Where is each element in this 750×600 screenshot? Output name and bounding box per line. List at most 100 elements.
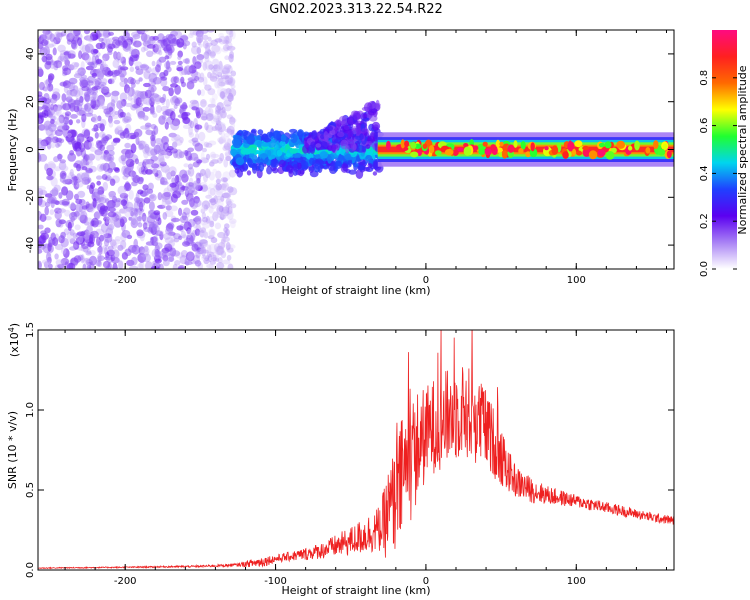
- spectrogram-cell: [218, 60, 223, 71]
- spectrogram-cell: [70, 39, 77, 49]
- spectrogram-cell: [38, 188, 44, 197]
- spectrogram-cell: [111, 90, 120, 97]
- spectrogram-cell: [134, 91, 142, 96]
- spectrogram-cell: [206, 251, 215, 258]
- spectrogram-cell: [185, 182, 194, 190]
- spectrogram-cell: [87, 241, 95, 248]
- spectrogram-cell: [91, 113, 98, 122]
- spectrogram-cell: [178, 235, 183, 241]
- spectrogram-cell: [131, 48, 140, 59]
- spectrogram-cell: [81, 52, 90, 61]
- spectrogram-cell: [53, 60, 62, 68]
- spectrogram-cell: [219, 135, 226, 143]
- spectrogram-cell: [207, 36, 212, 42]
- spectrogram-cell: [246, 135, 256, 145]
- spectrogram-cell: [362, 113, 368, 119]
- y-tick-label: 0.5: [25, 482, 36, 498]
- spectrogram-cell: [310, 130, 318, 140]
- spectrogram-cell: [289, 148, 298, 154]
- spectrogram-cell: [96, 68, 105, 78]
- spectrogram-cell: [74, 193, 79, 200]
- spectrogram-cell: [214, 111, 223, 119]
- colorbar-ticks: 0.0 0.2 0.4 0.6 0.8: [699, 70, 737, 277]
- spectrogram-cell: [138, 77, 143, 82]
- spectrogram-cell: [94, 132, 99, 139]
- spectrogram-cell: [226, 45, 236, 51]
- spectrogram-cell: [226, 125, 235, 135]
- spectrogram-cell: [226, 247, 234, 253]
- spectrogram-cell: [422, 143, 428, 149]
- spectrogram-cell: [169, 60, 177, 65]
- colorbar: 0.0 0.2 0.4 0.6 0.8 Normalized spectral ampl…: [699, 30, 749, 277]
- spectrogram-cell: [143, 197, 151, 204]
- spectrogram-cell: [226, 65, 233, 74]
- spectrogram-cell: [213, 115, 221, 120]
- spectrogram-cell: [154, 138, 163, 145]
- spectrogram-cell: [183, 163, 189, 168]
- spectrogram-cell: [38, 139, 44, 149]
- spectrogram-cell: [165, 98, 170, 109]
- spectrogram-cell: [121, 148, 130, 155]
- spectrogram-cell: [182, 234, 188, 239]
- spectrogram-cell: [201, 147, 207, 153]
- spectrogram-cell: [205, 219, 212, 224]
- spectrogram-cell: [59, 159, 66, 164]
- spectrogram-cell: [125, 102, 133, 108]
- spectrogram-cell: [38, 260, 42, 269]
- spectrogram-cell: [143, 159, 152, 169]
- spectrogram-cell: [224, 136, 230, 144]
- spectrogram-cell: [165, 205, 172, 211]
- spectrogram-cell: [220, 91, 225, 100]
- spectrogram-cell: [340, 139, 349, 150]
- spectrogram-cell: [209, 161, 215, 167]
- spectrogram-cell: [222, 177, 229, 183]
- spectrogram-cell: [96, 71, 105, 80]
- y-tick-label: 1.0: [25, 402, 36, 418]
- spectrogram-cell: [77, 211, 86, 221]
- spectrogram-cell: [58, 114, 65, 124]
- spectrogram-cell: [140, 63, 149, 70]
- spectrogram-cell: [90, 31, 99, 41]
- spectrogram-cell: [120, 239, 127, 250]
- spectrogram-cell: [205, 142, 213, 148]
- spectrogram-cell: [77, 190, 86, 198]
- spectrogram-cell: [161, 195, 167, 203]
- spectrogram-cell: [83, 140, 92, 150]
- spectrogram-cell: [166, 171, 173, 180]
- spectrogram-cell: [98, 240, 103, 247]
- spectrogram-cell: [114, 167, 120, 173]
- spectrogram-cell: [48, 236, 53, 245]
- spectrogram-cell: [89, 263, 95, 269]
- spectrogram-cell: [134, 158, 139, 165]
- spectrogram-cell: [121, 230, 131, 238]
- spectrogram-cell: [222, 44, 230, 52]
- spectrogram-cell: [100, 84, 105, 90]
- spectrogram-cell: [174, 98, 181, 107]
- spectrogram-cell: [69, 102, 76, 112]
- spectrogram-cell: [57, 61, 63, 69]
- spectrogram-cell: [116, 51, 121, 61]
- spectrogram-cell: [85, 251, 92, 256]
- spectrogram-cell: [166, 230, 175, 237]
- spectrogram-cell: [120, 73, 125, 82]
- spectrogram-cell: [118, 260, 124, 269]
- spectrogram-cell: [167, 33, 177, 44]
- spectrogram-cell: [41, 55, 48, 63]
- spectrogram-cell: [184, 65, 193, 75]
- spectrogram-cell: [209, 97, 215, 104]
- spectrogram-cell: [158, 56, 167, 63]
- spectrogram-cell: [140, 125, 149, 130]
- spectrogram-cell: [147, 39, 156, 45]
- spectrogram-cell: [99, 97, 105, 106]
- x-tick-label: 100: [567, 275, 586, 286]
- spectrogram-cell: [225, 242, 231, 251]
- spectrogram-cell: [222, 171, 231, 181]
- spectrogram-cell: [94, 151, 102, 161]
- spectrogram-cell: [110, 239, 117, 247]
- spectrogram-cell: [210, 159, 219, 164]
- colorbar-label: Normalized spectral amplitude: [736, 65, 749, 234]
- spectrogram-cell: [192, 182, 199, 187]
- spectrogram-cell: [218, 77, 224, 83]
- spectrogram-cell: [293, 157, 301, 163]
